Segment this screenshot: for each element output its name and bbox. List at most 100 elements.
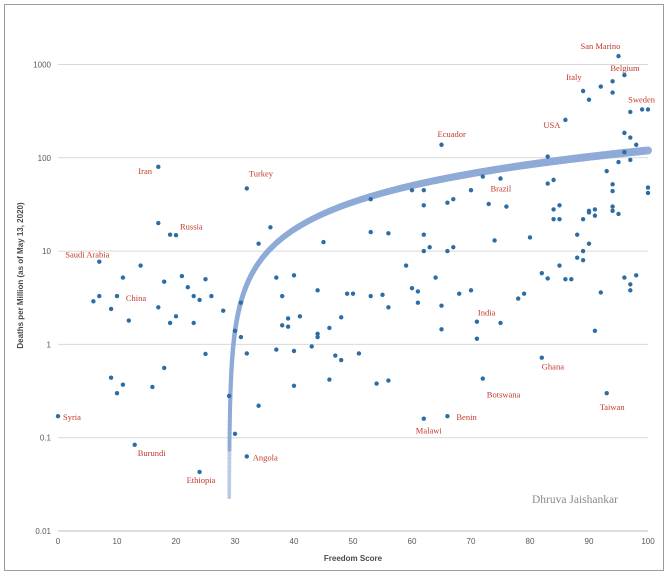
- x-tick-label: 30: [231, 537, 240, 546]
- data-point: [409, 286, 415, 291]
- data-point: [126, 318, 131, 323]
- y-tick-label: 0.1: [40, 434, 52, 443]
- data-point: [244, 351, 249, 356]
- y-tick-label: 1: [47, 340, 52, 349]
- data-point: [539, 355, 544, 360]
- data-point: [628, 288, 633, 293]
- y-tick-label: 100: [38, 154, 52, 163]
- x-tick-label: 100: [641, 537, 655, 546]
- data-point: [445, 200, 450, 205]
- data-point: [545, 276, 550, 281]
- annotation-angola: Angola: [253, 452, 278, 462]
- data-point: [97, 293, 102, 299]
- annotation-botswana: Botswana: [487, 390, 521, 400]
- data-point: [451, 245, 456, 250]
- data-point: [274, 275, 279, 280]
- data-point: [586, 210, 592, 215]
- data-point: [598, 290, 603, 295]
- data-point: [557, 263, 562, 268]
- x-axis-title: Freedom Score: [324, 554, 383, 563]
- data-point: [421, 232, 426, 237]
- data-point: [598, 84, 603, 89]
- data-point: [634, 142, 639, 147]
- data-point: [622, 275, 627, 280]
- data-point: [539, 270, 544, 276]
- data-point: [557, 203, 562, 208]
- data-point: [486, 201, 491, 207]
- data-point: [498, 320, 503, 326]
- data-point: [321, 239, 326, 245]
- data-point: [179, 273, 185, 279]
- data-point: [221, 308, 226, 313]
- data-point: [226, 393, 232, 399]
- data-point: [415, 289, 421, 294]
- data-point: [138, 263, 143, 268]
- data-point: [421, 187, 426, 193]
- annotation-sweden: Sweden: [628, 94, 656, 104]
- data-point: [545, 181, 550, 186]
- x-tick-label: 80: [526, 537, 535, 546]
- trend-segment: [638, 146, 652, 155]
- data-point: [604, 390, 609, 396]
- data-point: [173, 233, 179, 238]
- data-point: [569, 276, 574, 282]
- y-tick-label: 10: [42, 247, 51, 256]
- data-point: [504, 204, 509, 209]
- data-point: [492, 238, 497, 243]
- data-point: [628, 109, 633, 115]
- data-point: [162, 365, 167, 371]
- data-points: [55, 53, 651, 475]
- data-point: [55, 414, 61, 419]
- data-point: [616, 211, 621, 217]
- data-point: [339, 315, 344, 320]
- data-point: [156, 305, 161, 310]
- data-point: [563, 117, 568, 123]
- data-point: [209, 293, 214, 299]
- data-point: [622, 130, 627, 136]
- data-point: [445, 248, 450, 254]
- country-annotations: Syria Iran Turkey Russia Saudi Arabia China Bu…: [63, 41, 656, 485]
- data-point: [285, 324, 291, 329]
- data-point: [580, 216, 586, 222]
- data-point: [634, 273, 639, 278]
- data-point: [421, 416, 426, 421]
- data-point: [551, 207, 556, 212]
- data-point: [645, 190, 651, 196]
- data-point: [580, 257, 586, 263]
- data-point: [132, 442, 137, 447]
- data-point: [551, 177, 556, 183]
- data-point: [238, 334, 244, 340]
- annotation-ecuador: Ecuador: [438, 129, 466, 139]
- x-tick-label: 50: [349, 537, 358, 546]
- data-point: [592, 328, 598, 333]
- y-axis-title: Deaths per Million (as of May 13, 2020): [16, 202, 25, 349]
- data-point: [433, 275, 438, 280]
- annotation-india: India: [478, 308, 496, 318]
- data-point: [203, 276, 208, 282]
- data-point: [274, 347, 279, 352]
- data-point: [315, 334, 320, 340]
- y-tick-label: 0.01: [35, 527, 51, 536]
- data-point: [610, 182, 615, 187]
- data-point: [280, 293, 285, 299]
- data-point: [628, 157, 633, 163]
- data-point: [232, 328, 238, 333]
- data-point: [386, 305, 391, 310]
- data-point: [114, 390, 120, 396]
- data-point: [498, 176, 503, 181]
- data-point: [374, 381, 379, 386]
- data-point: [628, 135, 633, 140]
- data-point: [527, 235, 533, 240]
- data-point: [108, 375, 114, 380]
- annotation-san-marino: San Marino: [581, 41, 621, 51]
- x-tick-label: 70: [467, 537, 476, 546]
- data-point: [344, 291, 350, 296]
- annotation-turkey: Turkey: [249, 168, 274, 178]
- data-point: [333, 353, 338, 358]
- data-point: [150, 384, 155, 390]
- annotation-brazil: Brazil: [491, 184, 512, 194]
- data-point: [639, 107, 645, 112]
- data-point: [563, 276, 568, 282]
- data-point: [645, 185, 651, 190]
- data-point: [380, 292, 385, 298]
